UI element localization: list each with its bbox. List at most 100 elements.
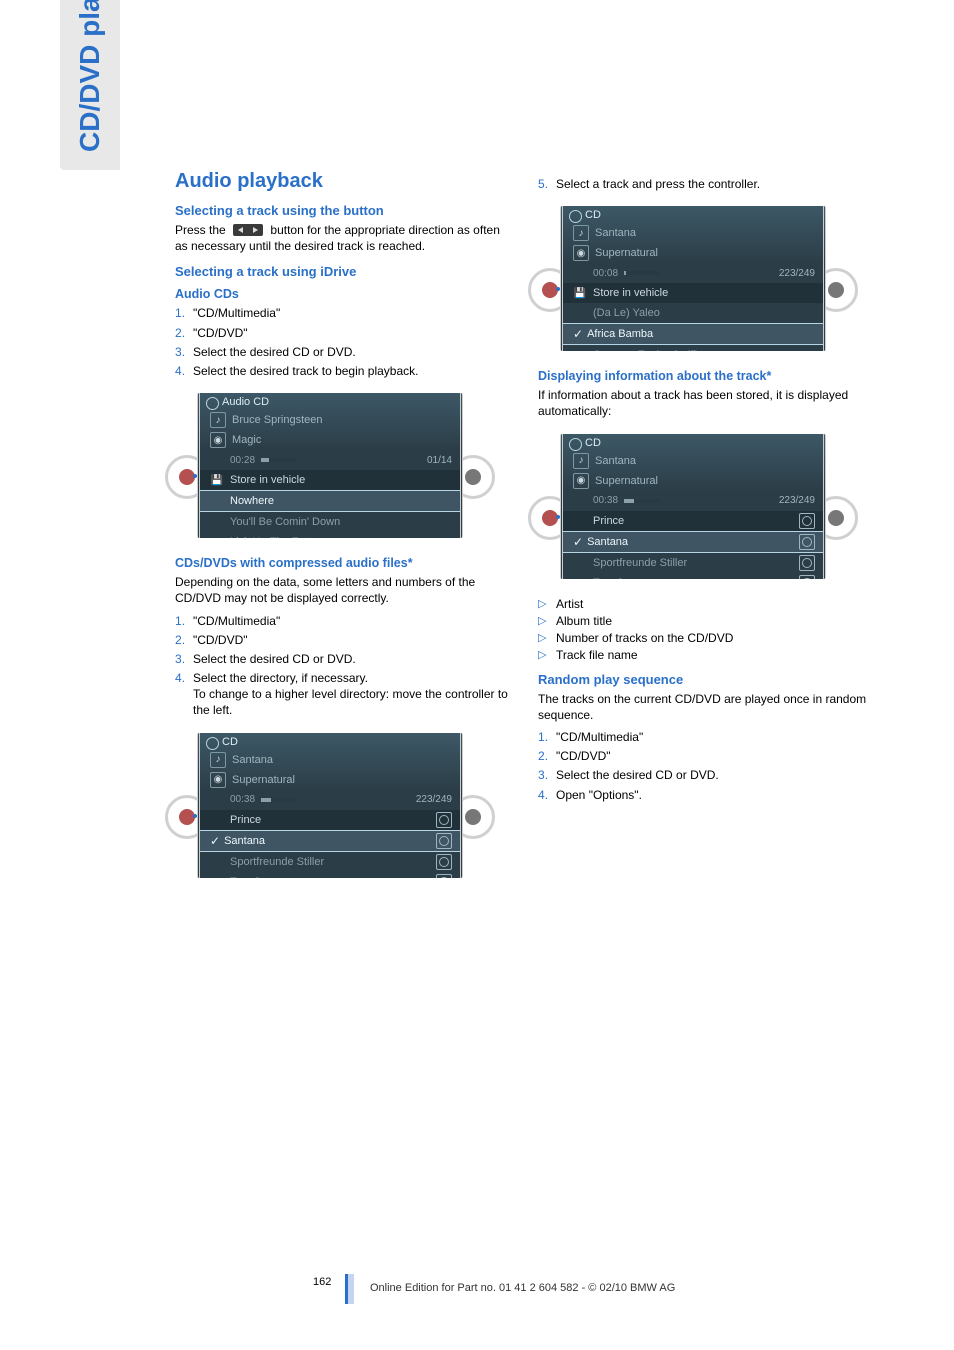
folder-icon xyxy=(436,874,452,878)
folder-icon xyxy=(436,854,452,870)
step-item: Select the desired CD or DVD. xyxy=(193,651,512,667)
screen-row: Prince xyxy=(200,810,460,830)
screen-row: 00:38 223/249 xyxy=(563,491,823,511)
folder-icon xyxy=(436,812,452,828)
screen-row-store: 💾 Store in vehicle xyxy=(200,470,460,490)
step-item: Select the desired CD or DVD. xyxy=(193,344,512,360)
idrive-screen: CD ♪ Santana ◉ Supernatural 00:38 223/24… xyxy=(560,434,826,579)
steps-audio-cds: "CD/Multimedia" "CD/DVD" Select the desi… xyxy=(175,305,512,379)
check-icon: ✓ xyxy=(210,834,220,848)
steps-continued: Select a track and press the controller. xyxy=(538,176,875,192)
track-text: You'll Be Comin' Down xyxy=(230,516,452,528)
folder-icon xyxy=(799,513,815,529)
paragraph: The tracks on the current CD/DVD are pla… xyxy=(538,691,875,723)
screen-row: Corazon Espinado (Fe… xyxy=(563,345,823,351)
idrive-screen: CD ♪ Santana ◉ Supernatural 00:38 223/24… xyxy=(197,733,463,878)
screen-row-selected: ✓ Santana xyxy=(563,531,823,553)
info-bullet-list: Artist Album title Number of tracks on t… xyxy=(538,597,875,662)
folder-text: Tom Jones xyxy=(593,577,793,579)
heading-compressed-files: CDs/DVDs with compressed audio files* xyxy=(175,556,512,570)
album-icon: ◉ xyxy=(210,772,226,788)
heading-audio-cds: Audio CDs xyxy=(175,287,512,301)
paragraph: If information about a track has been st… xyxy=(538,387,875,419)
screen-row: 00:08 223/249 xyxy=(563,263,823,283)
screen-title: CD xyxy=(563,206,823,223)
check-icon: ✓ xyxy=(573,327,583,341)
screen-row: Livin' In The Future xyxy=(200,532,460,538)
artist-text: Santana xyxy=(595,455,815,467)
left-column: Audio playback Selecting a track using t… xyxy=(175,170,512,896)
prev-next-button-icon xyxy=(233,224,263,236)
page: CD/DVD player and CD changer Audio playb… xyxy=(0,0,954,1350)
screen-title: CD xyxy=(200,733,460,750)
bullet-item: Artist xyxy=(556,597,875,611)
artist-text: Santana xyxy=(595,227,815,239)
artist-icon: ♪ xyxy=(573,453,589,469)
folder-icon xyxy=(799,575,815,579)
artist-icon: ♪ xyxy=(210,412,226,428)
album-icon: ◉ xyxy=(573,473,589,489)
screen-row: ♪ Santana xyxy=(563,451,823,471)
bullet-item: Album title xyxy=(556,614,875,628)
screen-row: ♪ Santana xyxy=(200,750,460,770)
screen-title: CD xyxy=(563,434,823,451)
album-icon: ◉ xyxy=(210,432,226,448)
blank-icon xyxy=(573,514,587,528)
blank-icon xyxy=(573,494,587,508)
folder-icon xyxy=(799,555,815,571)
step-item: Select the directory, if necessary. To c… xyxy=(193,670,512,719)
idrive-screen: CD ♪ Santana ◉ Supernatural 00:08 223/24… xyxy=(560,206,826,351)
track-text: Africa Bamba xyxy=(587,328,815,340)
screen-row: You'll Be Comin' Down xyxy=(200,512,460,532)
heading-random-play: Random play sequence xyxy=(538,672,875,687)
copyright-line: Online Edition for Part no. 01 41 2 604 … xyxy=(370,1282,675,1294)
idrive-screenshot-cd-folders: CD ♪ Santana ◉ Supernatural 00:38 223/24… xyxy=(175,727,485,884)
blank-icon xyxy=(210,535,224,538)
paragraph: Press the button for the appropriate dir… xyxy=(175,222,512,254)
folder-icon xyxy=(799,534,815,550)
album-text: Supernatural xyxy=(595,475,815,487)
step-item: Select the desired CD or DVD. xyxy=(556,767,875,783)
blank-icon xyxy=(210,855,224,869)
track-counter: 01/14 xyxy=(427,455,452,466)
screen-row: ♪ Santana xyxy=(563,223,823,243)
blank-icon xyxy=(210,515,224,529)
text: Press the xyxy=(175,223,226,237)
screen-row: ◉ Supernatural xyxy=(563,243,823,263)
main-content: Audio playback Selecting a track using t… xyxy=(175,170,875,896)
screen-row: Tom Jones xyxy=(200,872,460,878)
track-counter: 223/249 xyxy=(416,794,452,805)
screen-row: 00:38 223/249 xyxy=(200,790,460,810)
screen-row: ◉ Supernatural xyxy=(200,770,460,790)
album-icon: ◉ xyxy=(573,245,589,261)
save-icon: 💾 xyxy=(573,286,587,300)
progress-bar xyxy=(624,271,660,275)
folder-text: Tom Jones xyxy=(230,876,430,878)
step-item: Select a track and press the controller. xyxy=(556,176,875,192)
elapsed-time: 00:08 xyxy=(593,268,618,279)
elapsed-time: 00:38 xyxy=(593,495,618,506)
store-label: Store in vehicle xyxy=(230,474,452,486)
right-column: Select a track and press the controller.… xyxy=(538,170,875,896)
blank-icon xyxy=(210,793,224,807)
folder-text: Sportfreunde Stiller xyxy=(230,856,430,868)
folder-text: Prince xyxy=(230,814,430,826)
page-number: 162 xyxy=(313,1276,331,1288)
blank-icon xyxy=(573,306,587,320)
step-item: "CD/Multimedia" xyxy=(193,305,512,321)
paragraph: Depending on the data, some letters and … xyxy=(175,574,512,606)
progress-bar xyxy=(261,798,297,802)
track-counter: 223/249 xyxy=(779,495,815,506)
blank-icon xyxy=(573,576,587,579)
step-item: "CD/Multimedia" xyxy=(556,729,875,745)
screen-row: ◉ Magic xyxy=(200,430,460,450)
screen-row-selected: Nowhere xyxy=(200,490,460,512)
heading-audio-playback: Audio playback xyxy=(175,170,512,193)
screen-row-selected: ✓ Santana xyxy=(200,830,460,852)
screen-row: Prince xyxy=(563,511,823,531)
album-text: Supernatural xyxy=(232,774,452,786)
artist-icon: ♪ xyxy=(573,225,589,241)
screen-row-store: 💾 Store in vehicle xyxy=(563,283,823,303)
step-item: "CD/DVD" xyxy=(193,325,512,341)
bullet-item: Number of tracks on the CD/DVD xyxy=(556,631,875,645)
